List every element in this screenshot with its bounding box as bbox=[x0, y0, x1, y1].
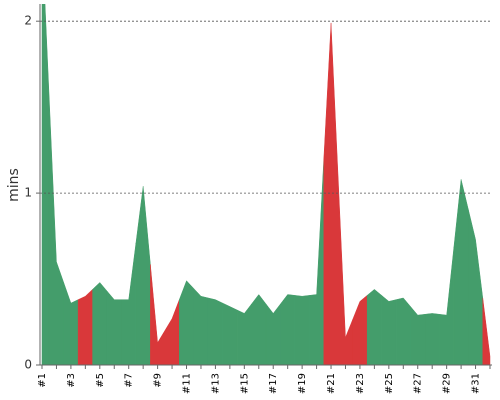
area-segment bbox=[439, 247, 455, 365]
area-segment bbox=[92, 282, 108, 365]
x-tick-label: #19 bbox=[297, 373, 308, 394]
area-segment bbox=[395, 297, 411, 365]
area-segment bbox=[41, 4, 50, 365]
area-segment bbox=[366, 289, 382, 365]
plot-area bbox=[41, 4, 491, 365]
area-segment bbox=[410, 305, 426, 365]
area-segment bbox=[121, 242, 137, 365]
area-segment bbox=[309, 158, 325, 365]
y-axis-label: mins bbox=[6, 168, 22, 202]
area-segment bbox=[77, 288, 93, 365]
area-segment bbox=[106, 290, 122, 365]
area-segment bbox=[135, 186, 151, 365]
y-tick-label: 0 bbox=[24, 358, 32, 372]
area-segment bbox=[424, 313, 440, 365]
x-tick-label: #27 bbox=[413, 373, 424, 394]
area-segment bbox=[222, 302, 238, 365]
area-segment bbox=[453, 179, 469, 365]
area-segment bbox=[179, 280, 194, 365]
x-tick-label: #9 bbox=[153, 373, 164, 388]
area-segment bbox=[280, 294, 296, 365]
area-segment bbox=[164, 299, 180, 365]
area-segment bbox=[150, 264, 166, 365]
area-segment bbox=[338, 180, 353, 365]
y-tick-label: 2 bbox=[24, 14, 32, 28]
area-segment bbox=[294, 295, 310, 365]
x-tick-label: #13 bbox=[210, 373, 221, 394]
y-tick-label: 1 bbox=[24, 186, 32, 200]
area-segment bbox=[468, 209, 484, 365]
area-segment bbox=[265, 303, 281, 365]
area-segment bbox=[381, 294, 397, 365]
x-tick-label: #23 bbox=[355, 373, 366, 394]
x-tick-label: #11 bbox=[182, 373, 193, 394]
area-segment bbox=[251, 294, 267, 365]
x-tick-label: #1 bbox=[37, 373, 48, 388]
x-tick-label: #5 bbox=[95, 373, 106, 388]
x-tick-label: #15 bbox=[239, 373, 250, 394]
x-tick-label: #17 bbox=[268, 373, 279, 394]
area-segment bbox=[323, 22, 339, 365]
x-tick-label: #25 bbox=[384, 373, 395, 394]
x-tick-label: #31 bbox=[471, 373, 482, 394]
area-segment bbox=[63, 282, 79, 365]
area-segment bbox=[236, 303, 252, 365]
area-segment bbox=[193, 287, 209, 365]
area-segment bbox=[48, 98, 64, 365]
area-segment bbox=[482, 297, 491, 365]
x-tick-label: #3 bbox=[66, 373, 77, 388]
x-tick-label: #21 bbox=[326, 373, 337, 394]
area-segment bbox=[207, 297, 223, 365]
x-tick-label: #7 bbox=[124, 373, 135, 388]
area-segment bbox=[352, 294, 368, 365]
x-tick-label: #29 bbox=[442, 373, 453, 394]
